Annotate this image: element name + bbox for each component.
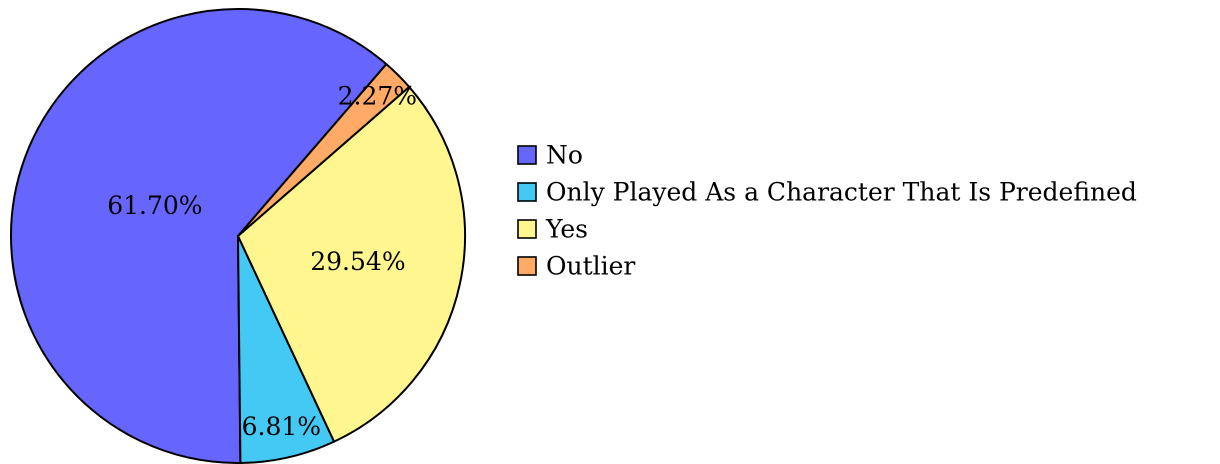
pie-slice-0 <box>10 8 388 464</box>
legend-swatch-0 <box>517 145 537 165</box>
legend-label-3: Outlier <box>546 252 635 281</box>
legend-label-2: Yes <box>545 215 588 244</box>
pie-slice-2 <box>237 85 466 443</box>
slice-label-1: 6.81% <box>242 412 321 441</box>
legend-swatch-1 <box>517 182 537 202</box>
pie-slices <box>10 8 466 464</box>
pie-slice-3 <box>237 63 411 237</box>
legend-swatch-3 <box>517 256 537 276</box>
slice-label-0: 61.70% <box>107 191 202 220</box>
pie-slice-labels: 61.70% 6.81% 29.54% 2.27% <box>107 82 417 441</box>
legend-label-1: Only Played As a Character That Is Prede… <box>546 178 1137 207</box>
legend-label-0: No <box>546 141 583 170</box>
legend-swatch-2 <box>517 219 537 239</box>
slice-label-2: 29.54% <box>310 247 405 276</box>
slice-label-3: 2.27% <box>338 82 417 111</box>
legend: No Only Played As a Character That Is Pre… <box>517 141 1137 281</box>
